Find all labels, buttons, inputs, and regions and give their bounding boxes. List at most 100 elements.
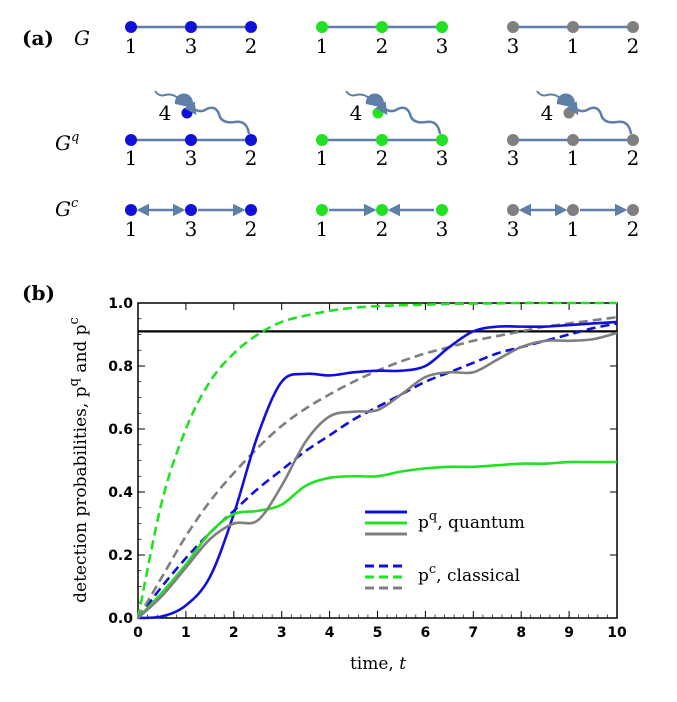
node-label: 1 <box>567 146 580 170</box>
panel-b-label: (b) <box>22 281 55 305</box>
coupling-wire <box>184 101 251 135</box>
node-label: 3 <box>507 34 520 58</box>
node-label: 2 <box>245 217 258 241</box>
graph-node <box>627 21 639 33</box>
node-label: 1 <box>316 34 329 58</box>
series-quantum-2 <box>137 331 618 619</box>
node-label: 3 <box>436 146 449 170</box>
y-tick-label: 0.8 <box>108 359 133 375</box>
detector-node <box>181 107 193 119</box>
graph-node <box>436 134 448 146</box>
graph-node <box>125 204 137 216</box>
node-label: 3 <box>185 146 198 170</box>
series-classical-4 <box>136 301 617 619</box>
x-tick-label: 5 <box>373 625 383 641</box>
y-tick-label: 0.4 <box>108 485 133 501</box>
graph-node <box>507 204 519 216</box>
series-quantum-1 <box>137 460 617 619</box>
series-quantum-0 <box>137 320 618 620</box>
graph-2: 3 1 23 1 243 1 2 <box>507 21 640 241</box>
y-tick-label: 1.0 <box>108 296 133 312</box>
node-label: 1 <box>316 217 329 241</box>
detector-node <box>563 107 575 119</box>
detector-node-label: 4 <box>350 101 363 125</box>
node-label: 3 <box>507 146 520 170</box>
graph-node <box>185 21 197 33</box>
node-label: 2 <box>627 34 640 58</box>
legend-classical-label: pc, classical <box>418 562 520 586</box>
x-axis-title: time, t <box>350 654 406 674</box>
node-label: 2 <box>245 34 258 58</box>
graph-node <box>316 21 328 33</box>
x-tick-label: 0 <box>133 625 143 641</box>
row-label-gq: Gq <box>55 130 79 155</box>
chart: 0 1 2 3 4 5 6 7 8 9 10 0.0 0.2 0.4 0.6 0.8 1.0 <box>108 296 627 641</box>
node-label: 3 <box>436 217 449 241</box>
y-tick-label: 0.6 <box>108 422 133 438</box>
row-label-g: G <box>74 26 90 50</box>
graph-node <box>376 21 388 33</box>
y-axis-title: detection probabilities, pq and pc <box>67 317 91 603</box>
node-label: 2 <box>627 217 640 241</box>
x-tick-label: 10 <box>607 625 627 641</box>
graph-node <box>436 21 448 33</box>
x-tick-label: 8 <box>516 625 526 641</box>
graph-node <box>185 204 197 216</box>
legend: pq, quantum pc, classical <box>365 509 525 590</box>
x-tick-label: 9 <box>564 625 574 641</box>
node-label: 1 <box>125 146 138 170</box>
node-label: 3 <box>185 217 198 241</box>
node-label: 1 <box>567 217 580 241</box>
node-label: 3 <box>436 34 449 58</box>
node-label: 3 <box>507 217 520 241</box>
graph-node <box>185 134 197 146</box>
plot-frame <box>137 302 618 619</box>
x-tick-label: 3 <box>277 625 287 641</box>
graph-node <box>507 134 519 146</box>
graph-node <box>316 204 328 216</box>
node-label: 2 <box>245 146 258 170</box>
graph-node <box>627 134 639 146</box>
graph-node <box>245 21 257 33</box>
node-label: 2 <box>376 34 389 58</box>
detector-node-label: 4 <box>541 101 554 125</box>
node-label: 2 <box>376 146 389 170</box>
node-label: 1 <box>567 34 580 58</box>
graph-node <box>627 204 639 216</box>
detector-wire <box>345 90 371 100</box>
x-tick-label: 2 <box>229 625 239 641</box>
x-tick-label: 7 <box>468 625 478 641</box>
graph-node <box>125 21 137 33</box>
x-tick-label: 4 <box>325 625 335 641</box>
graph-node <box>507 21 519 33</box>
graph-1: 1 2 31 2 341 2 3 <box>316 21 449 241</box>
graph-node <box>125 134 137 146</box>
panel-a-label: (a) <box>22 26 54 50</box>
series-classical-5 <box>136 315 618 619</box>
x-tick-label: 6 <box>421 625 431 641</box>
series-classical-3 <box>136 322 618 619</box>
graph-node <box>245 134 257 146</box>
graph-node <box>567 204 579 216</box>
graph-node <box>567 134 579 146</box>
graph-node <box>567 21 579 33</box>
graph-node <box>436 204 448 216</box>
detector-node-label: 4 <box>159 101 172 125</box>
coupling-wire <box>566 101 633 135</box>
node-label: 2 <box>627 146 640 170</box>
y-tick-label: 0.0 <box>108 611 133 627</box>
node-label: 3 <box>185 34 198 58</box>
node-label: 2 <box>376 217 389 241</box>
detector-node <box>372 107 384 119</box>
detector-wire <box>536 90 562 100</box>
graph-node <box>245 204 257 216</box>
graph-node <box>376 204 388 216</box>
graph-node <box>376 134 388 146</box>
graphs-layer: 1 3 21 3 241 3 21 2 31 2 341 2 33 1 23 1 243 1 2 <box>125 21 640 241</box>
legend-quantum-label: pq, quantum <box>418 509 525 533</box>
detector-wire <box>154 90 180 100</box>
graph-0: 1 3 21 3 241 3 2 <box>125 21 258 241</box>
node-label: 1 <box>125 34 138 58</box>
